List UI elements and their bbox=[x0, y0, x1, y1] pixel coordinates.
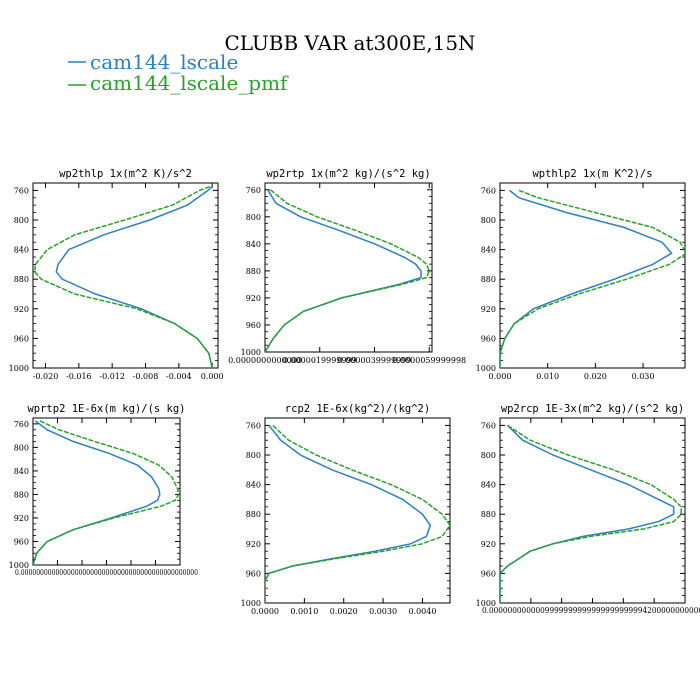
panel-6: wp2rcp 1E-3x(m^2 kg)/(s^2 kg) 760 800 840 88… bbox=[476, 403, 700, 615]
legend-label-lscale-pmf: cam144_lscale_pmf bbox=[90, 71, 289, 95]
y-tick-label: 800 bbox=[481, 216, 496, 225]
series-line-lscale-pmf bbox=[500, 189, 685, 368]
panel-2: wp2rtp 1x(m^2 kg)/(s^2 kg) 760 800 840 880 92… bbox=[228, 168, 466, 365]
x-tick-label: 0.0020 bbox=[330, 607, 358, 616]
y-tick-label: 960 bbox=[481, 334, 496, 343]
y-tick-label: 920 bbox=[14, 305, 29, 314]
y-tick-label: 760 bbox=[481, 186, 496, 195]
series-line-lscale-pmf bbox=[265, 424, 450, 603]
y-tick-label: 960 bbox=[246, 569, 261, 578]
y-tick-label: 840 bbox=[481, 481, 496, 490]
x-tick-label: 0.000 bbox=[489, 372, 512, 381]
x-tick-label: 0.0040 bbox=[408, 607, 436, 616]
series-line-lscale bbox=[265, 189, 422, 352]
x-tick-label: 0.000 bbox=[201, 372, 224, 381]
series-line-lscale-pmf bbox=[265, 189, 431, 352]
y-tick-label: 840 bbox=[246, 240, 261, 249]
y-tick-label: 800 bbox=[14, 216, 29, 225]
y-tick-label: 880 bbox=[14, 490, 29, 499]
legend-label-lscale: cam144_lscale bbox=[90, 50, 238, 74]
y-tick-label: 920 bbox=[481, 540, 496, 549]
y-tick-label: 920 bbox=[14, 514, 29, 523]
x-tick-label: 0.0000019999999 bbox=[283, 356, 357, 365]
plot-frame bbox=[32, 182, 219, 369]
y-tick-label: 1000 bbox=[241, 348, 261, 357]
series-line-lscale bbox=[500, 424, 675, 603]
panel-title: wprtp2 1E-6x(m kg)/(s kg) bbox=[27, 403, 185, 415]
x-tick-labels-overlapped: 0.00000000000000000000000000000000000000… bbox=[15, 568, 198, 577]
y-tick-label: 880 bbox=[481, 275, 496, 284]
y-tick-label: 920 bbox=[246, 294, 261, 303]
y-tick-label: 800 bbox=[481, 451, 496, 460]
panel-5: rcp2 1E-6x(kg^2)/(kg^2) 760 800 840 880 920 96… bbox=[241, 403, 451, 616]
y-tick-label: 880 bbox=[246, 510, 261, 519]
x-tick-label: 0.0000 bbox=[251, 607, 279, 616]
y-tick-label: 960 bbox=[246, 321, 261, 330]
y-tick-label: 1000 bbox=[476, 599, 496, 608]
x-tick-label: 0.0010 bbox=[290, 607, 318, 616]
panels: wp2thlp 1x(m^2 K)/s^2 760 800 840 880 920 960 1… bbox=[9, 168, 700, 616]
y-tick-label: 840 bbox=[14, 467, 29, 476]
series-line-lscale bbox=[55, 186, 213, 368]
y-tick-label: 1000 bbox=[476, 364, 496, 373]
legend: cam144_lscale cam144_lscale_pmf bbox=[68, 50, 289, 95]
y-tick-label: 800 bbox=[246, 451, 261, 460]
series-line-lscale-pmf bbox=[500, 424, 682, 603]
x-tick-label: 0.0000039999999 bbox=[338, 356, 412, 365]
y-tick-label: 960 bbox=[481, 569, 496, 578]
panel-title: wp2rtp 1x(m^2 kg)/(s^2 kg) bbox=[266, 168, 430, 180]
panel-title: wpthlp2 1x(m K^2)/s bbox=[532, 168, 652, 180]
y-tick-label: 880 bbox=[481, 510, 496, 519]
series-line-lscale bbox=[265, 424, 432, 603]
series-line-lscale bbox=[500, 189, 673, 368]
y-tick-label: 800 bbox=[14, 443, 29, 452]
y-tick-label: 760 bbox=[246, 421, 261, 430]
y-tick-label: 1000 bbox=[9, 364, 29, 373]
y-tick-label: 1000 bbox=[241, 599, 261, 608]
plot-frame bbox=[499, 182, 686, 369]
y-tick-label: 840 bbox=[14, 246, 29, 255]
panel-title: rcp2 1E-6x(kg^2)/(kg^2) bbox=[285, 403, 430, 415]
panel-title: wp2rcp 1E-3x(m^2 kg)/(s^2 kg) bbox=[501, 403, 684, 415]
x-tick-label: 0.020 bbox=[584, 372, 607, 381]
x-tick-label: -0.012 bbox=[99, 372, 125, 381]
series-line-lscale-pmf bbox=[33, 420, 180, 565]
x-tick-label: 0.010 bbox=[536, 372, 559, 381]
y-tick-label: 760 bbox=[14, 420, 29, 429]
y-tick-label: 920 bbox=[246, 540, 261, 549]
plot-frame bbox=[32, 417, 181, 566]
x-tick-label: 0.0030 bbox=[369, 607, 397, 616]
x-tick-label: -0.016 bbox=[66, 372, 92, 381]
x-tick-label: -0.004 bbox=[166, 372, 192, 381]
y-tick-label: 760 bbox=[14, 186, 29, 195]
panel-1: wp2thlp 1x(m^2 K)/s^2 760 800 840 880 920 960 1… bbox=[9, 168, 224, 381]
y-tick-label: 960 bbox=[14, 537, 29, 546]
y-tick-label: 880 bbox=[246, 267, 261, 276]
panel-3: wpthlp2 1x(m K^2)/s 760 800 840 880 920 960 100… bbox=[476, 168, 686, 381]
x-tick-label: 0.0000000000000 bbox=[228, 356, 302, 365]
y-tick-label: 840 bbox=[246, 481, 261, 490]
y-tick-label: 760 bbox=[481, 421, 496, 430]
x-tick-label: -0.020 bbox=[33, 372, 59, 381]
x-tick-label: 0.030 bbox=[632, 372, 655, 381]
panel-title: wp2thlp 1x(m^2 K)/s^2 bbox=[59, 168, 192, 180]
y-tick-label: 920 bbox=[481, 305, 496, 314]
plot-frame bbox=[499, 417, 686, 604]
y-tick-label: 800 bbox=[246, 213, 261, 222]
y-tick-label: 1000 bbox=[9, 561, 29, 570]
plot-frame bbox=[264, 182, 433, 353]
plot-frame bbox=[264, 417, 451, 604]
y-tick-label: 760 bbox=[246, 186, 261, 195]
x-tick-label: 0.0000059999998 bbox=[392, 356, 466, 365]
panel-4: wprtp2 1E-6x(m kg)/(s kg) 760 800 840 880 920… bbox=[9, 403, 198, 577]
y-tick-label: 840 bbox=[481, 246, 496, 255]
y-tick-label: 880 bbox=[14, 275, 29, 284]
y-tick-label: 960 bbox=[14, 334, 29, 343]
x-tick-labels-overlapped: 0.00000000000099999999999999999999942000… bbox=[482, 606, 700, 615]
figure-title: CLUBB VAR at300E,15N bbox=[224, 31, 475, 55]
x-tick-label: -0.008 bbox=[133, 372, 159, 381]
